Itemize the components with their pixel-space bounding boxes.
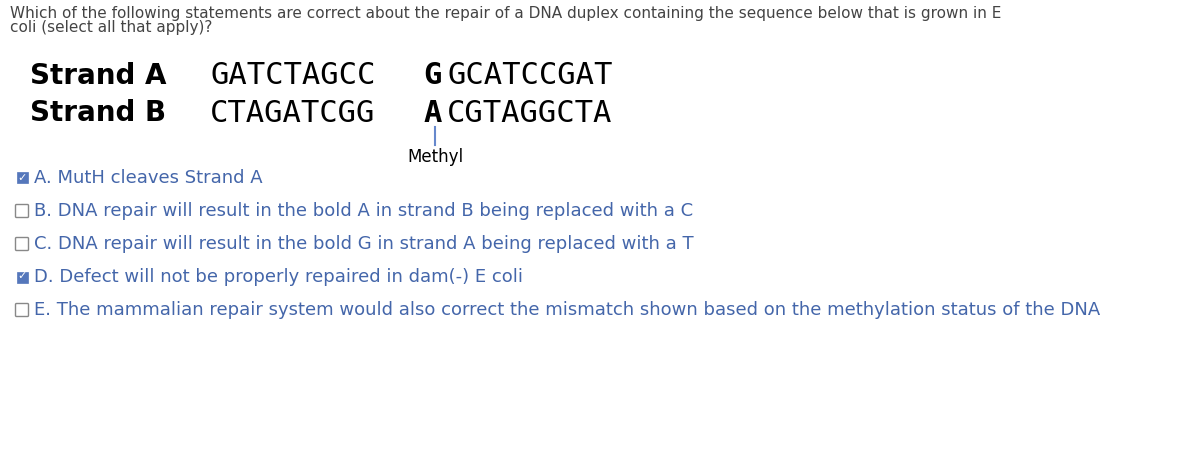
Text: G: G	[424, 61, 441, 90]
Text: Strand A: Strand A	[30, 62, 167, 90]
Text: ✓: ✓	[18, 272, 26, 282]
Text: CGTAGGCTA: CGTAGGCTA	[447, 99, 612, 128]
Text: coli (select all that apply)?: coli (select all that apply)?	[10, 20, 212, 35]
Text: Which of the following statements are correct about the repair of a DNA duplex c: Which of the following statements are co…	[10, 6, 1001, 21]
Text: B. DNA repair will result in the bold A in strand B being replaced with a C: B. DNA repair will result in the bold A …	[33, 202, 693, 220]
Text: GCATCCGAT: GCATCCGAT	[447, 61, 612, 90]
Text: Methyl: Methyl	[407, 148, 463, 166]
FancyBboxPatch shape	[17, 272, 27, 283]
FancyBboxPatch shape	[16, 205, 29, 218]
Text: CTAGATCGG: CTAGATCGG	[210, 99, 376, 128]
FancyBboxPatch shape	[16, 237, 29, 250]
Text: D. Defect will not be properly repaired in dam(-) E coli: D. Defect will not be properly repaired …	[33, 268, 523, 286]
FancyBboxPatch shape	[16, 303, 29, 317]
Text: A. MutH cleaves Strand A: A. MutH cleaves Strand A	[33, 169, 262, 187]
Text: A: A	[424, 99, 441, 128]
Text: ✓: ✓	[18, 172, 26, 183]
FancyBboxPatch shape	[17, 172, 27, 183]
Text: E. The mammalian repair system would also correct the mismatch shown based on th: E. The mammalian repair system would als…	[33, 301, 1100, 319]
Text: GATCTAGCC: GATCTAGCC	[210, 61, 376, 90]
Text: C. DNA repair will result in the bold G in strand A being replaced with a T: C. DNA repair will result in the bold G …	[33, 235, 693, 253]
Text: Strand B: Strand B	[30, 99, 166, 127]
